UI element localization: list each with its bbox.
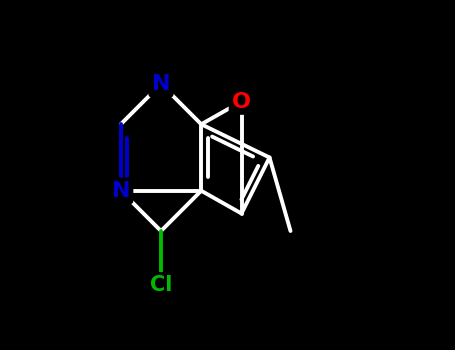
Text: O: O xyxy=(232,91,251,112)
Text: Cl: Cl xyxy=(150,275,172,295)
Text: N: N xyxy=(152,74,170,94)
Text: N: N xyxy=(111,181,130,201)
